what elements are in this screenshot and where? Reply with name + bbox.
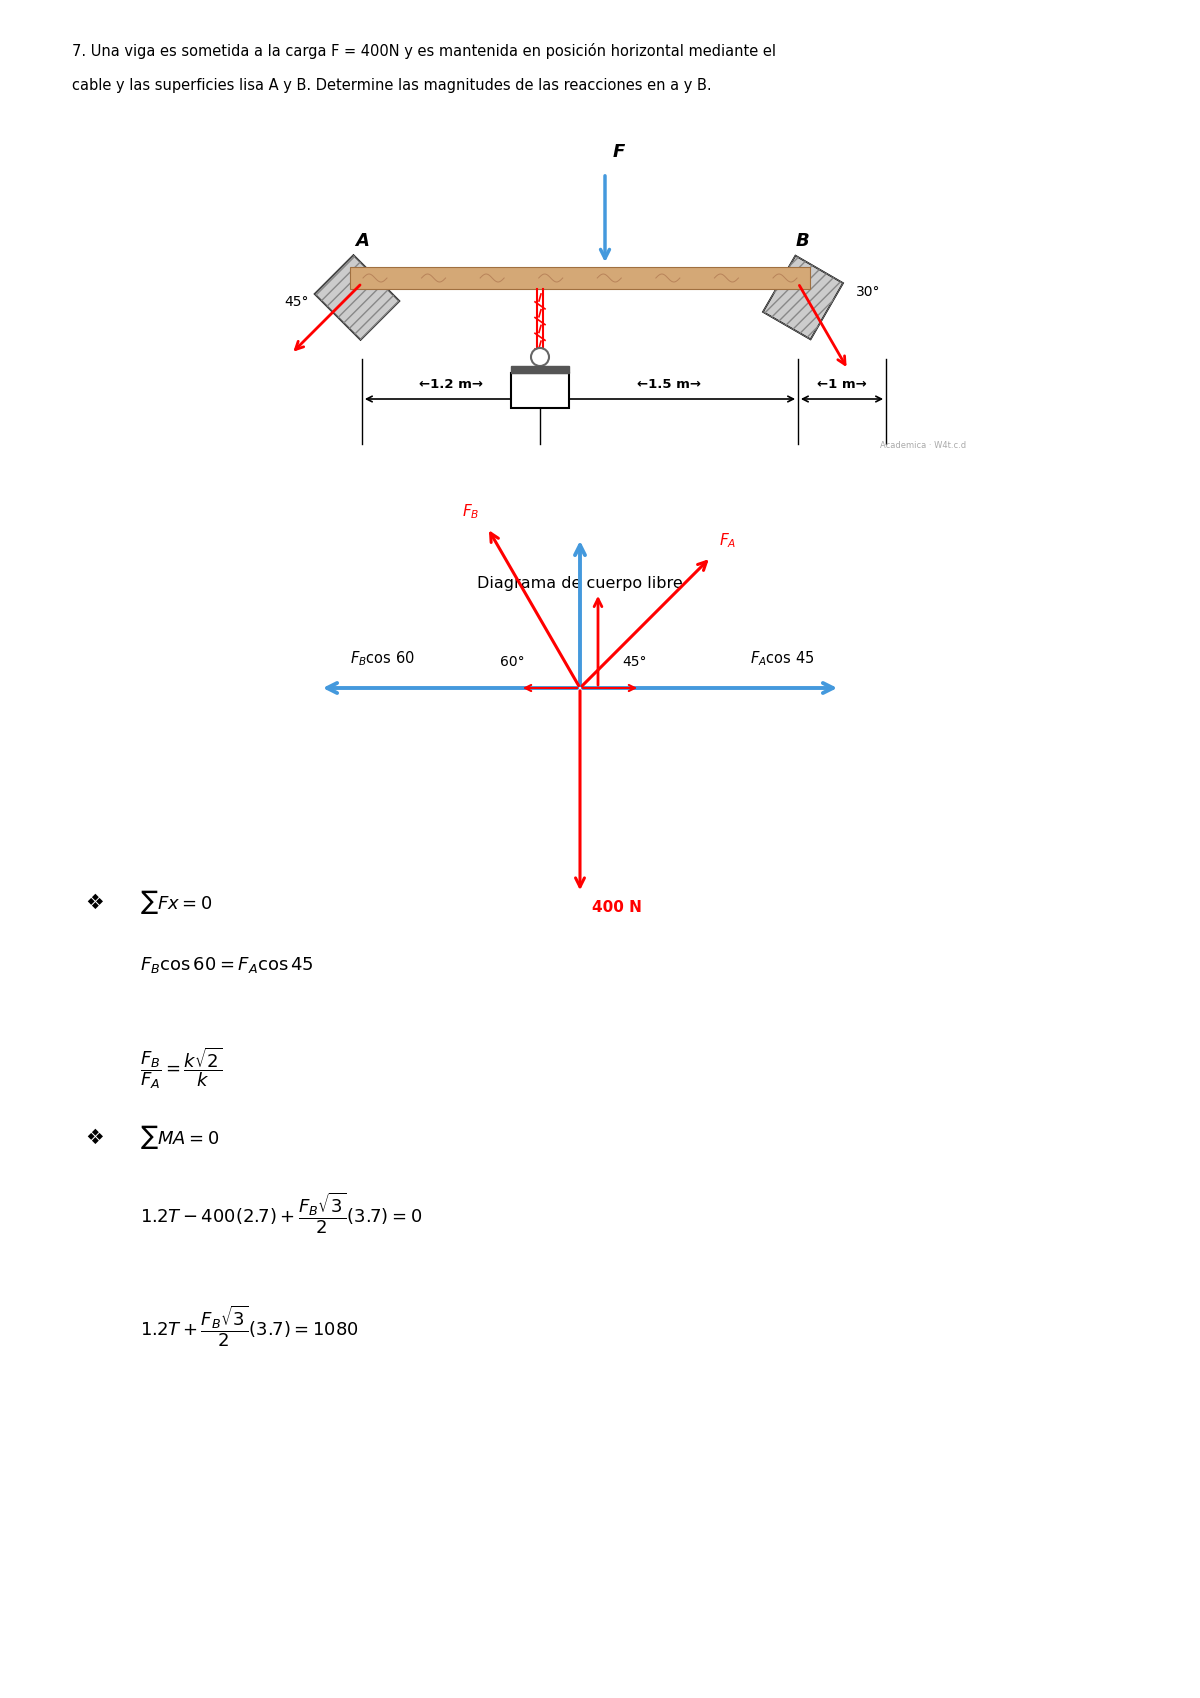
Text: $F_B\cos 60= F_A\cos 45$: $F_B\cos 60= F_A\cos 45$ <box>140 954 313 975</box>
Text: ❖: ❖ <box>85 1127 103 1148</box>
Polygon shape <box>314 255 400 340</box>
Text: Diagrama de cuerpo libre: Diagrama de cuerpo libre <box>478 576 683 591</box>
Bar <box>511 367 569 374</box>
Text: $F_B$cos 60: $F_B$cos 60 <box>350 649 415 667</box>
Text: $1.2T+\dfrac{F_B\sqrt{3}}{2}\left(3.7\right)=1080$: $1.2T+\dfrac{F_B\sqrt{3}}{2}\left(3.7\ri… <box>140 1302 359 1348</box>
Text: ❖: ❖ <box>85 893 103 914</box>
Text: ←1.2 m→: ←1.2 m→ <box>419 379 482 391</box>
Text: ←1.5 m→: ←1.5 m→ <box>637 379 701 391</box>
Text: $\dfrac{F_B}{F_A}=\dfrac{k\sqrt{2}}{k}$: $\dfrac{F_B}{F_A}=\dfrac{k\sqrt{2}}{k}$ <box>140 1044 223 1090</box>
Text: A: A <box>355 233 368 250</box>
Text: 45°: 45° <box>284 295 310 309</box>
Text: B: B <box>796 233 810 250</box>
Text: 400 N: 400 N <box>592 900 642 915</box>
Text: ←1 m→: ←1 m→ <box>817 379 866 391</box>
Text: $1.2T-400\left(2.7\right)+\dfrac{F_B\sqrt{3}}{2}\left(3.7\right)=0$: $1.2T-400\left(2.7\right)+\dfrac{F_B\sqr… <box>140 1190 422 1236</box>
Text: cable y las superficies lisa A y B. Determine las magnitudes de las reacciones e: cable y las superficies lisa A y B. Dete… <box>72 78 712 93</box>
Text: 7. Una viga es sometida a la carga F = 400N y es mantenida en posición horizonta: 7. Una viga es sometida a la carga F = 4… <box>72 42 776 59</box>
Text: Academica · W4t.c.d: Academica · W4t.c.d <box>880 441 966 450</box>
Text: $\sum MA=0$: $\sum MA=0$ <box>140 1122 220 1151</box>
Polygon shape <box>763 256 844 340</box>
Bar <box>350 267 810 289</box>
Text: $\sum Fx=0$: $\sum Fx=0$ <box>140 888 212 915</box>
Text: F: F <box>613 143 625 161</box>
Text: 45°: 45° <box>623 655 647 669</box>
Text: $F_A$cos 45: $F_A$cos 45 <box>750 649 815 667</box>
Text: 60°: 60° <box>499 655 524 669</box>
Circle shape <box>530 348 550 367</box>
Text: 30°: 30° <box>856 285 881 299</box>
Text: $F_A$: $F_A$ <box>719 531 736 550</box>
Bar <box>511 374 569 408</box>
Text: $F_B$: $F_B$ <box>462 503 480 521</box>
